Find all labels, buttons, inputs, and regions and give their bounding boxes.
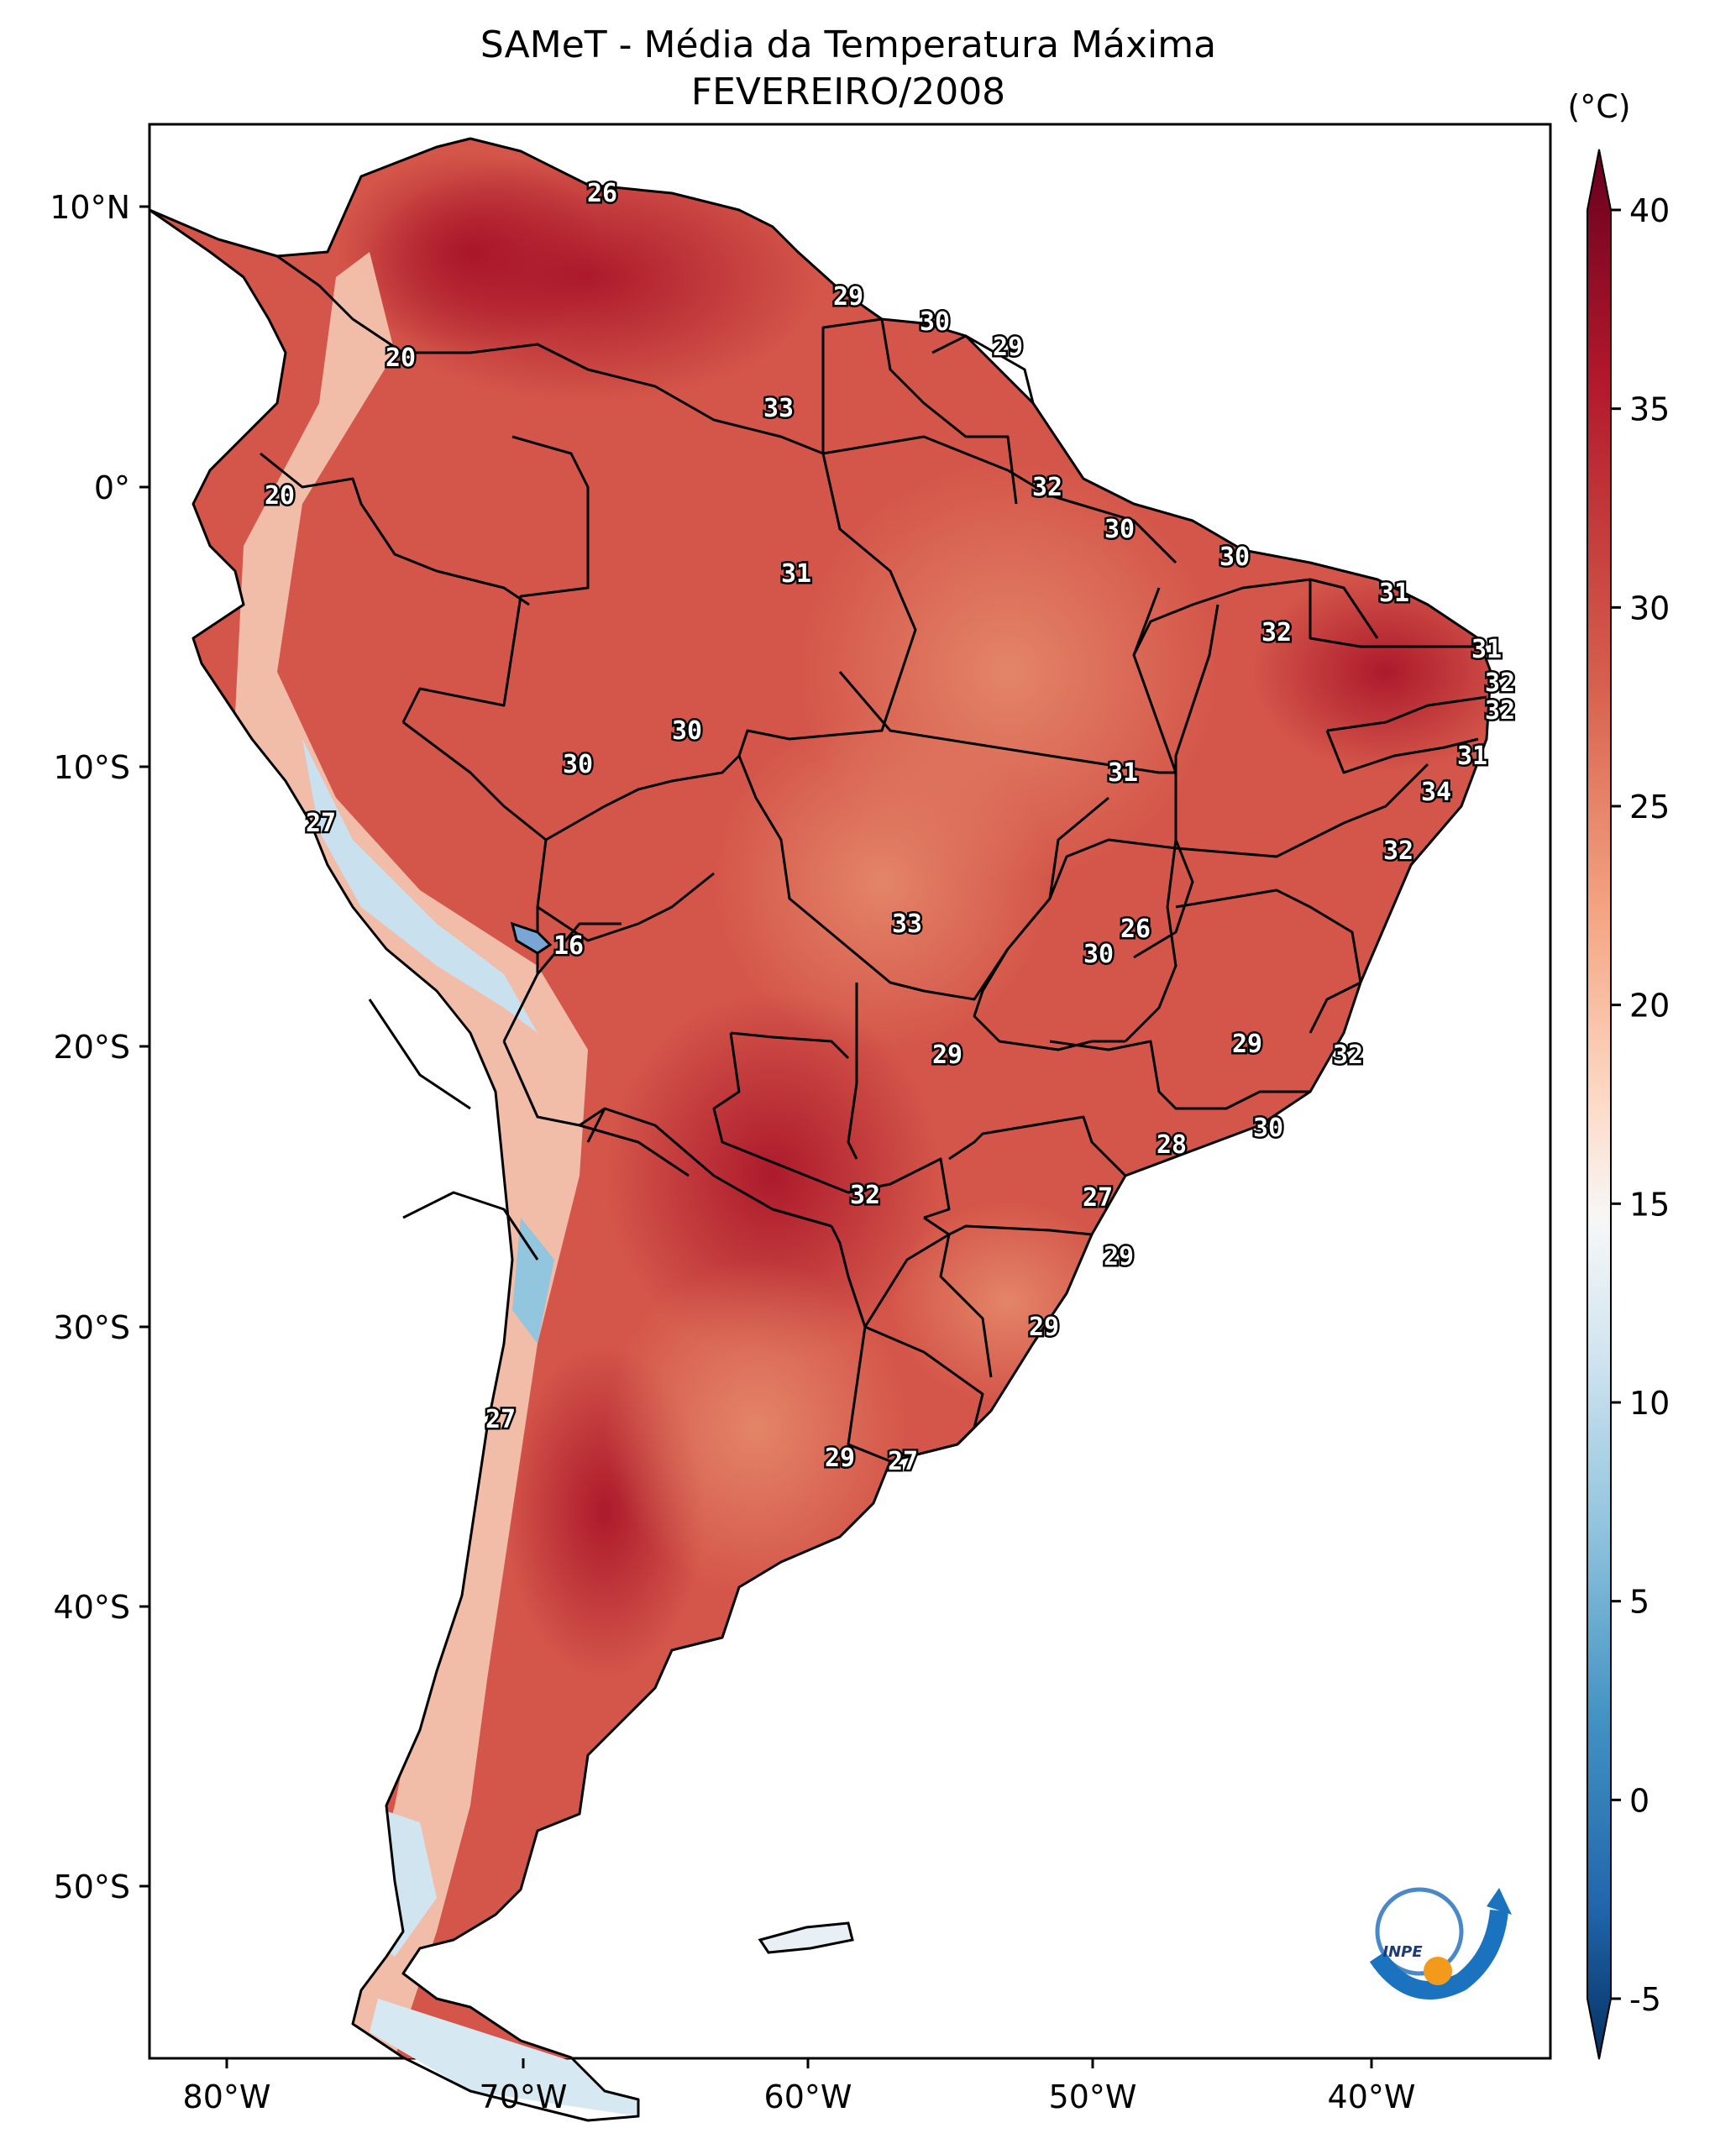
- lon-tick-label: 40°W: [1328, 2078, 1416, 2115]
- inpe-logo-text: INPE: [1382, 1943, 1423, 1961]
- contour-label: 33: [892, 909, 922, 939]
- contour-label: 32: [850, 1181, 880, 1210]
- colorbar-tick-label: -5: [1629, 1981, 1661, 2018]
- colorbar-tick-label: 35: [1629, 391, 1670, 428]
- contour-label: 32: [1032, 473, 1062, 502]
- contour-label: 27: [888, 1447, 918, 1476]
- contour-label: 20: [385, 343, 416, 373]
- colorbar-tick-label: 0: [1629, 1782, 1649, 1819]
- contour-label: 30: [1083, 940, 1114, 969]
- colorbar-bar: [1587, 149, 1612, 2060]
- contour-label: 16: [553, 931, 584, 961]
- contour-label: 31: [1379, 579, 1409, 608]
- lon-tick-label: 70°W: [480, 2078, 568, 2115]
- lat-axis: 10°N 0° 10°S 20°S 30°S 40°S 50°S: [50, 189, 149, 1905]
- contour-label: 32: [1333, 1040, 1363, 1070]
- map-subtitle: FEVEREIRO/2008: [691, 71, 1005, 113]
- contour-label: 29: [1104, 1242, 1134, 1271]
- contour-label: 30: [563, 750, 593, 779]
- contour-label: 31: [1108, 758, 1138, 788]
- lat-tick-label: 40°S: [54, 1589, 130, 1626]
- contour-label: 32: [1485, 696, 1515, 726]
- contour-label: 29: [1029, 1313, 1059, 1342]
- contour-label: 30: [1253, 1114, 1283, 1143]
- lon-tick-label: 80°W: [183, 2078, 271, 2115]
- colorbar-tick-label: 25: [1629, 789, 1670, 826]
- contour-label: 31: [781, 559, 811, 589]
- contour-label: 29: [825, 1444, 855, 1473]
- lake-titicaca: [510, 921, 553, 955]
- colorbar-tick-label: 10: [1629, 1385, 1670, 1422]
- colorbar-tick-label: 20: [1629, 988, 1670, 1025]
- contour-label: 29: [993, 333, 1023, 362]
- contour-labels: 26 29 30 29 20 33 20 32 30 30 31 31 32 3…: [262, 177, 1517, 1479]
- contour-label: 29: [932, 1040, 962, 1070]
- colorbar-tick-label: 40: [1629, 192, 1670, 229]
- contour-label: 32: [1485, 668, 1515, 698]
- lat-tick-label: 30°S: [54, 1309, 130, 1346]
- contour-label: 20: [265, 481, 295, 511]
- lat-tick-label: 20°S: [54, 1029, 130, 1066]
- lon-tick-label: 60°W: [764, 2078, 852, 2115]
- lon-tick-label: 50°W: [1049, 2078, 1137, 2115]
- inpe-logo: INPE: [1369, 1887, 1512, 2000]
- colorbar-tick-label: 15: [1629, 1186, 1670, 1223]
- colorbar-tick-label: 5: [1629, 1584, 1649, 1621]
- colorbar: (°C) 40 35 30 25 20 15 10 5 0 -5: [1567, 88, 1670, 2060]
- contour-label: 32: [1383, 836, 1413, 866]
- contour-label: 30: [1104, 515, 1135, 544]
- contour-label: 31: [1457, 742, 1487, 771]
- colorbar-tick-label: 30: [1629, 590, 1670, 626]
- contour-label: 30: [920, 307, 950, 337]
- contour-label: 26: [1120, 915, 1151, 944]
- contour-label: 27: [485, 1405, 516, 1434]
- lon-axis: 80°W 70°W 60°W 50°W 40°W: [183, 2058, 1416, 2115]
- lat-tick-label: 0°: [94, 469, 130, 506]
- contour-label: 34: [1421, 778, 1451, 807]
- country-state-borders: [148, 137, 1492, 2122]
- contour-label: 26: [587, 179, 617, 208]
- contour-label: 31: [1471, 635, 1502, 664]
- lat-tick-label: 50°S: [54, 1869, 130, 1905]
- falkland-islands: [758, 1921, 854, 1954]
- contour-label: 30: [1219, 542, 1250, 572]
- map-title: SAMeT - Média da Temperatura Máxima: [480, 24, 1216, 66]
- contour-label: 32: [1261, 618, 1292, 647]
- contour-label: 30: [672, 716, 702, 746]
- contour-label: 27: [1083, 1183, 1113, 1213]
- contour-label: 28: [1156, 1130, 1187, 1160]
- contour-label: 27: [306, 809, 336, 838]
- contour-label: 29: [1232, 1030, 1262, 1059]
- contour-label: 33: [763, 394, 794, 423]
- lat-tick-label: 10°N: [50, 189, 130, 226]
- colorbar-unit: (°C): [1567, 88, 1630, 125]
- lat-tick-label: 10°S: [54, 749, 130, 786]
- contour-label: 29: [833, 282, 863, 312]
